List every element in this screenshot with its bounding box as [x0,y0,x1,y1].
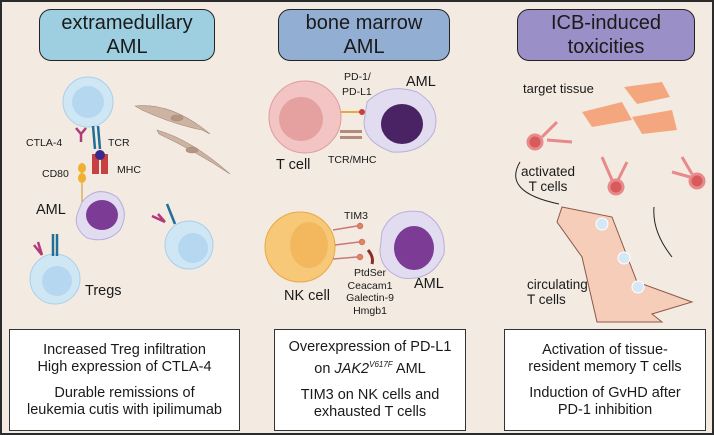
header-line: AML [106,36,148,58]
label-tcr-mhc: TCR/MHC [328,154,377,166]
summary-line: on JAK2V617F AML [275,356,465,378]
header-bone-marrow-aml: bone marrow AML [278,9,450,61]
label-activated-t-cells: activated T cells [521,164,575,194]
summary-point: TIM3 on NK cells and exhausted T cells [275,387,465,421]
header-line: ICB-induced [550,12,662,34]
treg-cell-bottom [29,234,81,305]
label-tregs: Tregs [85,283,122,299]
aml-cell-top [363,88,437,153]
summary-box-bone-marrow: Overexpression of PD-L1 on JAK2V617F AML … [274,329,466,431]
label-aml-bottom: AML [414,276,444,292]
summary-line: Durable remissions of [54,384,195,401]
label-ctla4: CTLA-4 [26,137,63,149]
label-pdl1: PD-L1 [342,86,372,98]
label-line: activated [521,164,576,179]
summary-line: TIM3 on NK cells and [300,386,440,403]
label-tcr: TCR [108,137,130,149]
ctla4-receptor [75,127,87,142]
summary-point: Activation of tissue-resident memory T c… [505,342,705,376]
tim3-ligands: PtdSer Ceacam1 Galectin-9 Hmgb1 [340,267,400,317]
summary-line: resident memory T cells [528,358,682,375]
summary-box-toxicities: Activation of tissue-resident memory T c… [504,329,706,431]
text: AML [392,360,426,377]
label-line: T cells [528,179,568,194]
summary-line: High expression of CTLA-4 [37,358,212,375]
aml-cell-bottom [379,210,445,279]
label-aml-top: AML [406,74,436,90]
label-aml: AML [36,202,66,218]
gene-name: JAK2 [334,360,370,377]
label-cd80: CD80 [42,168,69,180]
mutation: V617F [369,360,393,370]
label-galectin9: Galectin-9 [346,292,394,304]
blood-vessel [556,206,694,323]
summary-point: Induction of GvHD after PD-1 inhibition [505,385,705,419]
label-ptdser: PtdSer [353,267,387,279]
label-nk-cell: NK cell [284,288,330,304]
tcr-receptor [91,125,102,150]
summary-box-extramedullary: Increased Treg infiltration High expressi… [9,329,240,431]
label-target-tissue: target tissue [523,81,594,96]
text: on [314,360,335,377]
header-extramedullary-aml: extramedullary AML [39,9,215,61]
tim3-receptors [332,222,374,265]
summary-line: leukemia cutis with ipilimumab [26,401,222,418]
label-circulating-t-cells: circulating T cells [527,277,588,307]
summary-line: exhausted T cells [313,403,427,420]
cd80-molecule [78,163,86,202]
summary-point: Increased Treg infiltration High expressi… [10,342,239,376]
target-tissue-cells [582,82,677,134]
label-line: circulating [527,277,588,292]
summary-line: Induction of GvHD after [529,384,681,401]
header-line: toxicities [567,36,645,58]
header-line: AML [343,36,385,58]
summary-line: Increased Treg infiltration [43,341,206,358]
nk-cell [264,211,336,283]
treg-cell-top [62,76,114,128]
tcr-mhc-interaction [340,130,362,139]
fibroblasts [134,105,231,175]
activated-t-cells [526,120,706,196]
summary-line: Overexpression of PD-L1 [288,339,452,356]
label-ceacam1: Ceacam1 [347,279,393,292]
label-line: T cells [527,292,566,307]
summary-point: Overexpression of PD-L1 on JAK2V617F AML [275,339,465,378]
label-tim3: TIM3 [344,210,368,222]
summary-line: Activation of tissue- [542,341,668,358]
treg-cell-right [151,203,214,270]
label-mhc: MHC [117,164,141,176]
summary-line: PD-1 inhibition [557,401,653,418]
aml-cell [75,191,125,241]
label-t-cell: T cell [276,157,311,173]
t-cell [268,80,342,154]
header-line: bone marrow [305,12,423,34]
label-hmgb1: Hmgb1 [353,304,387,317]
pd1-pdl1-interaction [341,109,365,115]
summary-point: Durable remissions of leukemia cutis with… [10,385,239,419]
mhc-molecule [92,150,108,174]
label-pd1: PD-1/ [344,71,371,83]
header-icb-toxicities: ICB-induced toxicities [517,9,695,61]
migration-arrows [515,161,673,258]
header-line: extramedullary [61,12,193,34]
